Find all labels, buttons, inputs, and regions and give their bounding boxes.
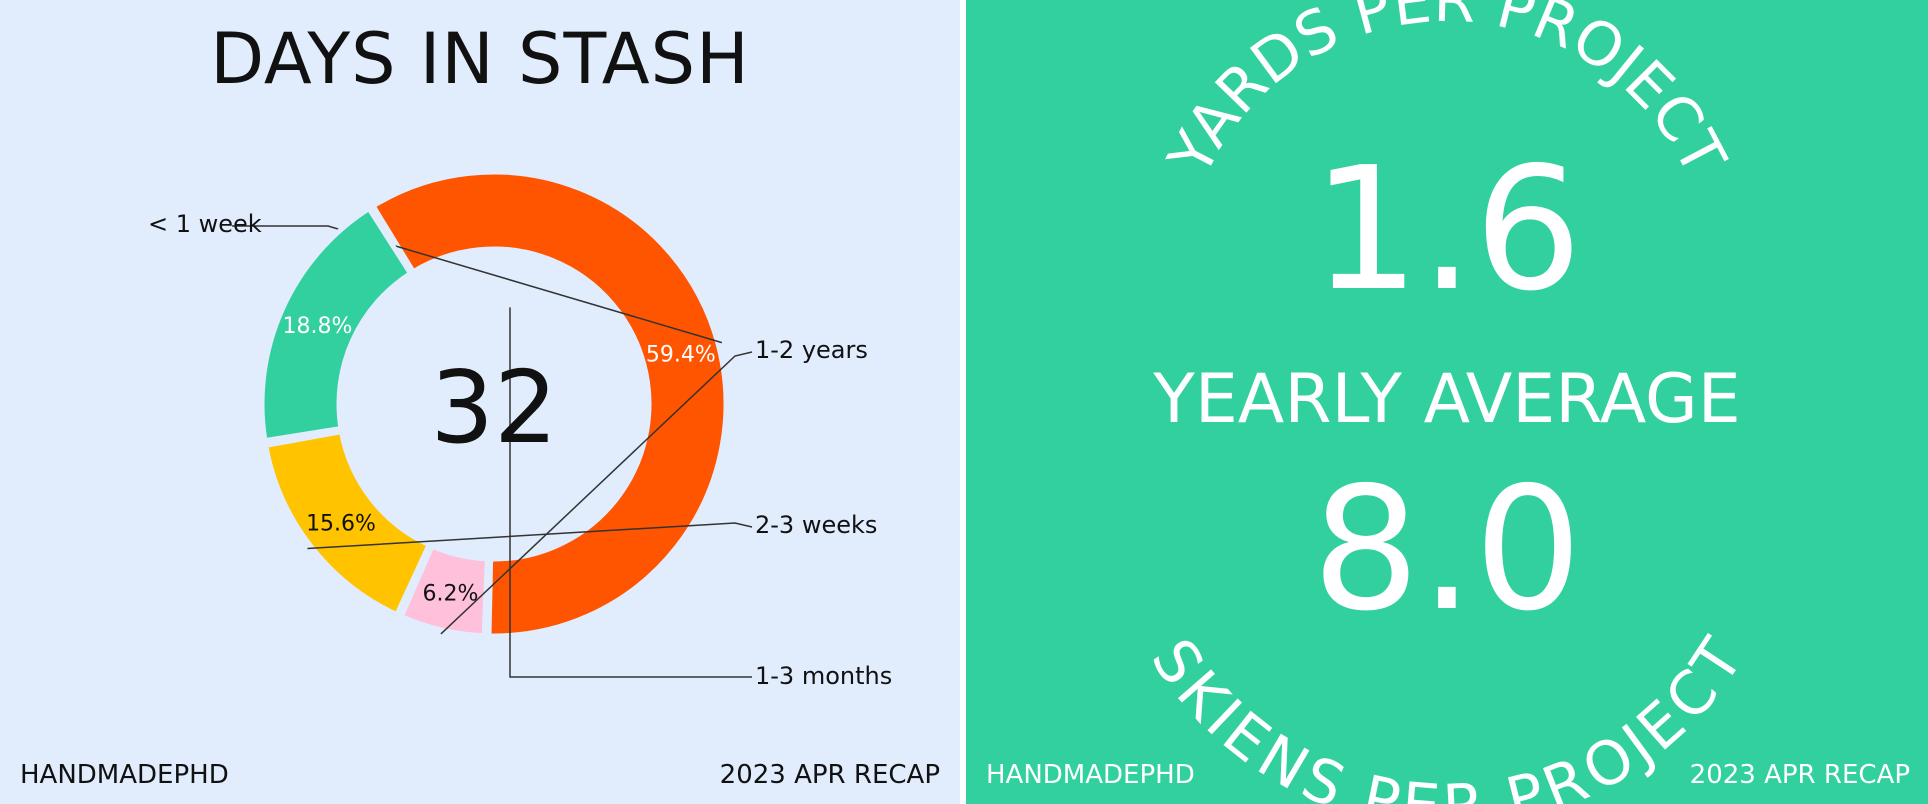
slice-value-label-2: 15.6% <box>306 511 376 536</box>
category-label-0: < 1 week <box>148 210 262 238</box>
brand-label: HANDMADEPHD <box>986 760 1195 790</box>
leader-line-0 <box>232 225 723 344</box>
donut-slice-0 <box>369 169 729 639</box>
leader-line-1 <box>440 351 753 635</box>
recap-label: 2023 APR RECAP <box>719 760 940 790</box>
skeins-per-project-value: 8.0 <box>1311 451 1583 649</box>
arc-text-layer: YARDS PER PROJECT SKIENS PER PROJECT <box>1137 0 1757 804</box>
chart-title: DAYS IN STASH <box>210 18 750 100</box>
donut-slice-2 <box>262 428 433 618</box>
brand-label: HANDMADEPHD <box>20 760 229 790</box>
leader-line-3 <box>509 307 752 678</box>
averages-panel: YARDS PER PROJECT SKIENS PER PROJECT 1.6… <box>966 0 1928 804</box>
category-label-3: 1-3 months <box>755 662 892 690</box>
days-in-stash-panel: DAYS IN STASH 59.4% < 1 week 6.2% 1-2 years… <box>0 0 960 804</box>
category-label-2: 2-3 weeks <box>755 511 877 539</box>
skiens-per-project-arc-label: SKIENS PER PROJECT <box>1137 627 1757 804</box>
slice-value-label-3: 18.8% <box>283 314 353 339</box>
category-label-1: 1-2 years <box>755 336 868 364</box>
donut-slice-3 <box>259 205 414 444</box>
yards-per-project-value: 1.6 <box>1311 131 1583 329</box>
leader-line-2 <box>307 522 753 550</box>
yearly-average-label: YEARLY AVERAGE <box>1153 360 1741 439</box>
bottom-arc-text: SKIENS PER PROJECT <box>1137 627 1757 804</box>
donut-slice-1 <box>397 542 491 639</box>
recap-label: 2023 APR RECAP <box>1689 760 1910 790</box>
slice-value-label-1: 6.2% <box>423 582 479 607</box>
donut-center-total: 32 <box>430 349 557 466</box>
slice-value-label-0: 59.4% <box>646 343 716 368</box>
donut-chart: 59.4% < 1 week 6.2% 1-2 years 15.6% 2-3 weeks… <box>148 169 892 690</box>
